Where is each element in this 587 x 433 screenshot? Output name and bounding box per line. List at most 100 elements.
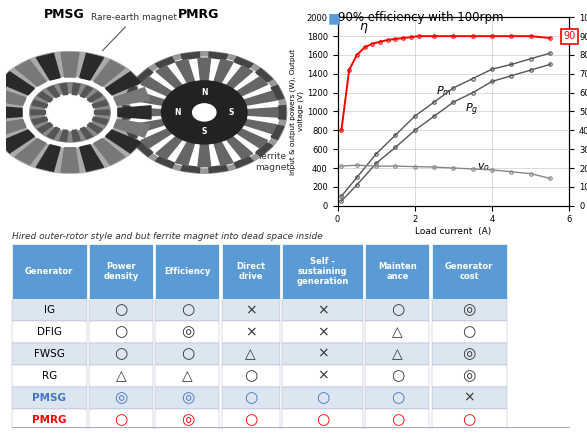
FancyBboxPatch shape [89, 321, 153, 343]
FancyBboxPatch shape [365, 244, 429, 299]
Polygon shape [80, 86, 93, 97]
Polygon shape [247, 108, 278, 117]
Text: ○: ○ [244, 368, 257, 383]
Text: FWSG: FWSG [34, 349, 65, 359]
Text: ◎: ◎ [181, 390, 194, 405]
Polygon shape [72, 84, 80, 95]
Polygon shape [38, 92, 53, 102]
Polygon shape [106, 72, 141, 95]
Text: ○: ○ [463, 412, 476, 427]
Text: ◎: ◎ [463, 346, 476, 362]
Text: S: S [228, 108, 234, 117]
Polygon shape [132, 120, 165, 134]
Polygon shape [92, 100, 108, 108]
Polygon shape [106, 130, 141, 153]
Text: ×: × [317, 303, 328, 317]
Text: ×: × [317, 347, 328, 361]
Text: ○: ○ [114, 324, 128, 339]
Polygon shape [114, 120, 150, 137]
Polygon shape [204, 104, 244, 121]
Polygon shape [15, 60, 46, 86]
Text: ○: ○ [463, 324, 476, 339]
FancyBboxPatch shape [156, 365, 220, 387]
FancyBboxPatch shape [282, 299, 363, 321]
Text: RG: RG [42, 371, 57, 381]
FancyBboxPatch shape [431, 321, 507, 343]
FancyBboxPatch shape [365, 409, 429, 430]
FancyBboxPatch shape [222, 343, 279, 365]
Polygon shape [48, 86, 59, 97]
Polygon shape [209, 52, 228, 59]
Polygon shape [279, 106, 285, 119]
FancyBboxPatch shape [222, 321, 279, 343]
Polygon shape [256, 143, 272, 156]
Circle shape [30, 83, 110, 142]
Text: Generator: Generator [25, 267, 73, 276]
Text: Power
density: Power density [103, 262, 139, 281]
Text: ○: ○ [114, 303, 128, 317]
Text: $P_m$: $P_m$ [436, 84, 452, 98]
Polygon shape [156, 157, 174, 168]
Text: PMRG: PMRG [177, 8, 219, 21]
Text: ○: ○ [244, 390, 257, 405]
FancyBboxPatch shape [431, 343, 507, 365]
Text: ◎: ◎ [463, 368, 476, 383]
FancyBboxPatch shape [431, 244, 507, 299]
Circle shape [0, 52, 153, 173]
Text: N: N [174, 108, 181, 117]
Polygon shape [60, 84, 68, 95]
FancyBboxPatch shape [222, 299, 279, 321]
FancyBboxPatch shape [431, 299, 507, 321]
Text: Generator
cost: Generator cost [445, 262, 494, 281]
FancyBboxPatch shape [282, 387, 363, 409]
Text: ×: × [317, 325, 328, 339]
FancyBboxPatch shape [89, 299, 153, 321]
Polygon shape [136, 69, 153, 82]
FancyBboxPatch shape [12, 387, 87, 409]
Polygon shape [80, 54, 103, 80]
FancyBboxPatch shape [365, 387, 429, 409]
Polygon shape [87, 123, 102, 133]
Text: ferrite
magnet: ferrite magnet [254, 137, 291, 172]
Polygon shape [244, 91, 276, 105]
Text: Direct
drive: Direct drive [236, 262, 265, 281]
Circle shape [23, 78, 117, 147]
Text: ■: ■ [328, 11, 340, 25]
Polygon shape [80, 145, 103, 171]
FancyBboxPatch shape [89, 365, 153, 387]
Text: ◎: ◎ [114, 390, 128, 405]
FancyBboxPatch shape [282, 365, 363, 387]
Text: ○: ○ [391, 303, 404, 317]
Text: △: △ [392, 347, 403, 361]
Polygon shape [61, 148, 79, 172]
Polygon shape [156, 57, 174, 68]
Text: △: △ [182, 369, 193, 383]
Polygon shape [227, 66, 252, 89]
FancyBboxPatch shape [12, 365, 87, 387]
Polygon shape [141, 77, 172, 96]
FancyBboxPatch shape [222, 365, 279, 387]
Text: ○: ○ [316, 390, 329, 405]
Polygon shape [156, 66, 182, 89]
Polygon shape [0, 106, 22, 119]
Polygon shape [198, 58, 211, 81]
Polygon shape [176, 59, 195, 84]
Polygon shape [80, 127, 93, 139]
FancyBboxPatch shape [222, 409, 279, 430]
FancyBboxPatch shape [12, 321, 87, 343]
FancyBboxPatch shape [365, 299, 429, 321]
Text: Hired outer-rotor style and but ferrite magnet into dead space inside: Hired outer-rotor style and but ferrite … [12, 232, 323, 241]
Polygon shape [92, 117, 108, 125]
FancyBboxPatch shape [156, 299, 220, 321]
Polygon shape [60, 130, 68, 141]
Text: Mainten
ance: Mainten ance [378, 262, 417, 281]
Polygon shape [15, 139, 46, 165]
Text: ○: ○ [244, 412, 257, 427]
Polygon shape [209, 165, 228, 173]
Polygon shape [193, 113, 216, 142]
Polygon shape [244, 120, 276, 134]
Polygon shape [123, 106, 130, 119]
Text: ○: ○ [391, 368, 404, 383]
Polygon shape [0, 72, 34, 95]
Polygon shape [193, 84, 216, 113]
